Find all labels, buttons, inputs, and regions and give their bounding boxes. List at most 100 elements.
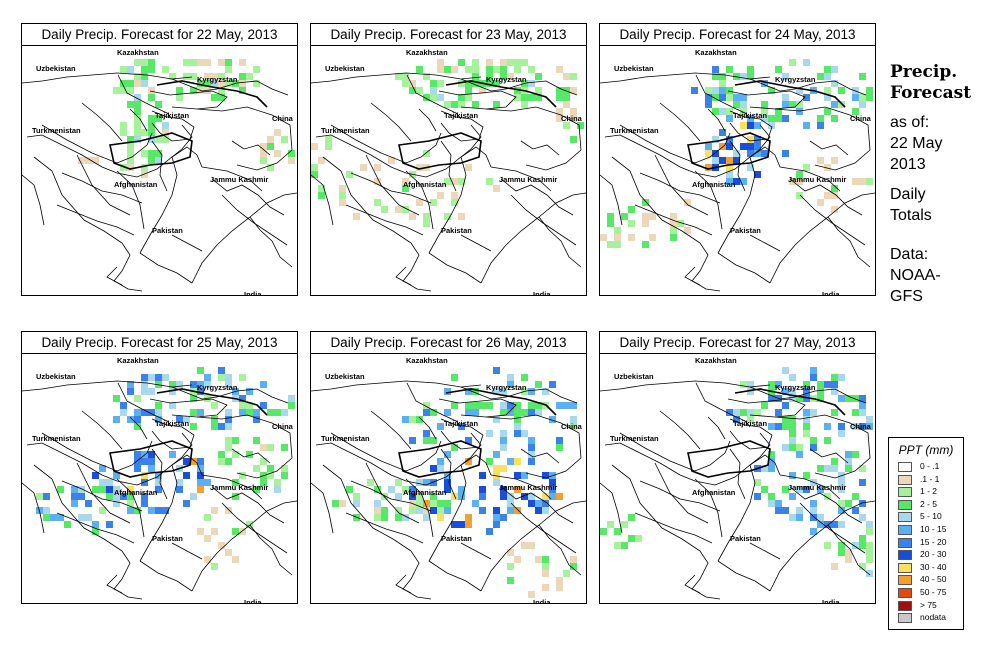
- border-line: [438, 90, 517, 110]
- border-line: [604, 134, 681, 168]
- precip-cell: [267, 164, 274, 171]
- precip-cell: [423, 409, 430, 416]
- precip-cell: [761, 108, 768, 115]
- precip-cell: [141, 150, 148, 157]
- precip-cell: [824, 164, 831, 171]
- map-label-uzbekistan: Uzbekistan: [36, 372, 76, 381]
- map-label-kazakhstan: Kazakhstan: [695, 48, 737, 57]
- precip-cell: [451, 444, 458, 451]
- map-label-turkmenistan: Turkmenistan: [321, 434, 370, 443]
- precip-cell: [458, 493, 465, 500]
- map-label-pakistan: Pakistan: [441, 226, 472, 235]
- border-line: [201, 474, 263, 500]
- map-label-tajikistan: Tajikistan: [155, 111, 189, 120]
- map-label-china: China: [272, 422, 294, 431]
- precip-cell: [311, 164, 318, 171]
- map-label-tajikistan: Tajikistan: [733, 419, 767, 428]
- precip-cell: [507, 458, 514, 465]
- precip-cell: [458, 94, 465, 101]
- precip-cell: [204, 381, 211, 388]
- map-label-jammu-kashmir: Jammu Kashmir: [210, 175, 268, 184]
- precip-cell: [768, 493, 775, 500]
- precip-cell: [381, 206, 388, 213]
- precip-cell: [747, 150, 754, 157]
- border-line: [81, 102, 123, 142]
- precip-cell: [507, 493, 514, 500]
- precip-cell: [402, 185, 409, 192]
- precip-cell: [528, 591, 535, 598]
- precip-cell: [465, 521, 472, 528]
- precip-cell: [507, 381, 514, 388]
- precip-cell: [670, 213, 677, 220]
- precip-cell: [346, 171, 353, 178]
- border-line: [827, 216, 871, 268]
- precip-cell: [423, 500, 430, 507]
- legend-swatch: [898, 550, 912, 561]
- precip-cell: [120, 80, 127, 87]
- precip-cell: [493, 479, 500, 486]
- precip-cell: [148, 150, 155, 157]
- border-line: [749, 234, 781, 252]
- border-line: [729, 110, 773, 142]
- precip-cell: [253, 416, 260, 423]
- country-borders: [600, 380, 875, 600]
- map-label-india: India: [822, 598, 840, 603]
- border-line: [151, 448, 168, 500]
- precip-cell: [789, 514, 796, 521]
- precip-cell: [796, 507, 803, 514]
- precip-cell: [514, 87, 521, 94]
- kyrgyz-border: [445, 80, 557, 108]
- precip-cell: [556, 66, 563, 73]
- legend-label: 1 - 2: [920, 486, 938, 497]
- precip-cell: [134, 73, 141, 80]
- map-label-kyrgyzstan: Kyrgyzstan: [775, 383, 816, 392]
- border-line: [365, 154, 420, 216]
- precip-cell: [444, 178, 451, 185]
- precip-cell: [859, 500, 866, 507]
- precip-cell: [465, 409, 472, 416]
- border-line: [365, 462, 420, 524]
- precip-cell: [775, 66, 782, 73]
- border-line: [129, 108, 148, 132]
- border-line: [330, 432, 442, 472]
- precip-cell: [246, 73, 253, 80]
- precip-cell: [134, 59, 141, 66]
- precip-cell: [225, 416, 232, 423]
- border-line: [22, 380, 193, 392]
- precip-cell: [423, 514, 430, 521]
- precip-cell: [528, 437, 535, 444]
- totals-line1: Daily: [890, 186, 926, 203]
- precip-cell: [514, 458, 521, 465]
- precip-cell: [831, 206, 838, 213]
- precip-cell: [493, 521, 500, 528]
- precip-cell: [274, 409, 281, 416]
- precip-cell: [444, 479, 451, 486]
- precip-cell: [472, 388, 479, 395]
- border-line: [350, 480, 432, 512]
- border-line: [322, 464, 412, 552]
- precip-cell: [197, 409, 204, 416]
- precip-cell: [747, 143, 754, 150]
- precip-cell: [190, 493, 197, 500]
- precip-cell: [148, 451, 155, 458]
- border-line: [520, 140, 560, 156]
- forecast-panel-23-may: Daily Precip. Forecast for 23 May, 2013 …: [310, 23, 587, 296]
- precip-cell: [761, 101, 768, 108]
- precip-cell: [677, 220, 684, 227]
- precip-cell: [444, 66, 451, 73]
- border-line: [729, 448, 746, 500]
- precip-cell: [134, 451, 141, 458]
- precip-cell: [148, 136, 155, 143]
- map-label-kyrgyzstan: Kyrgyzstan: [486, 75, 527, 84]
- precip-cell: [339, 199, 346, 206]
- precip-cell: [740, 122, 747, 129]
- precip-cell: [148, 59, 155, 66]
- precip-cell: [472, 59, 479, 66]
- precip-cell: [754, 171, 761, 178]
- precip-cell: [318, 185, 325, 192]
- precip-cell: [451, 402, 458, 409]
- precip-cell: [796, 101, 803, 108]
- precip-cell: [409, 416, 416, 423]
- border-line: [695, 382, 751, 428]
- precip-cell: [528, 542, 535, 549]
